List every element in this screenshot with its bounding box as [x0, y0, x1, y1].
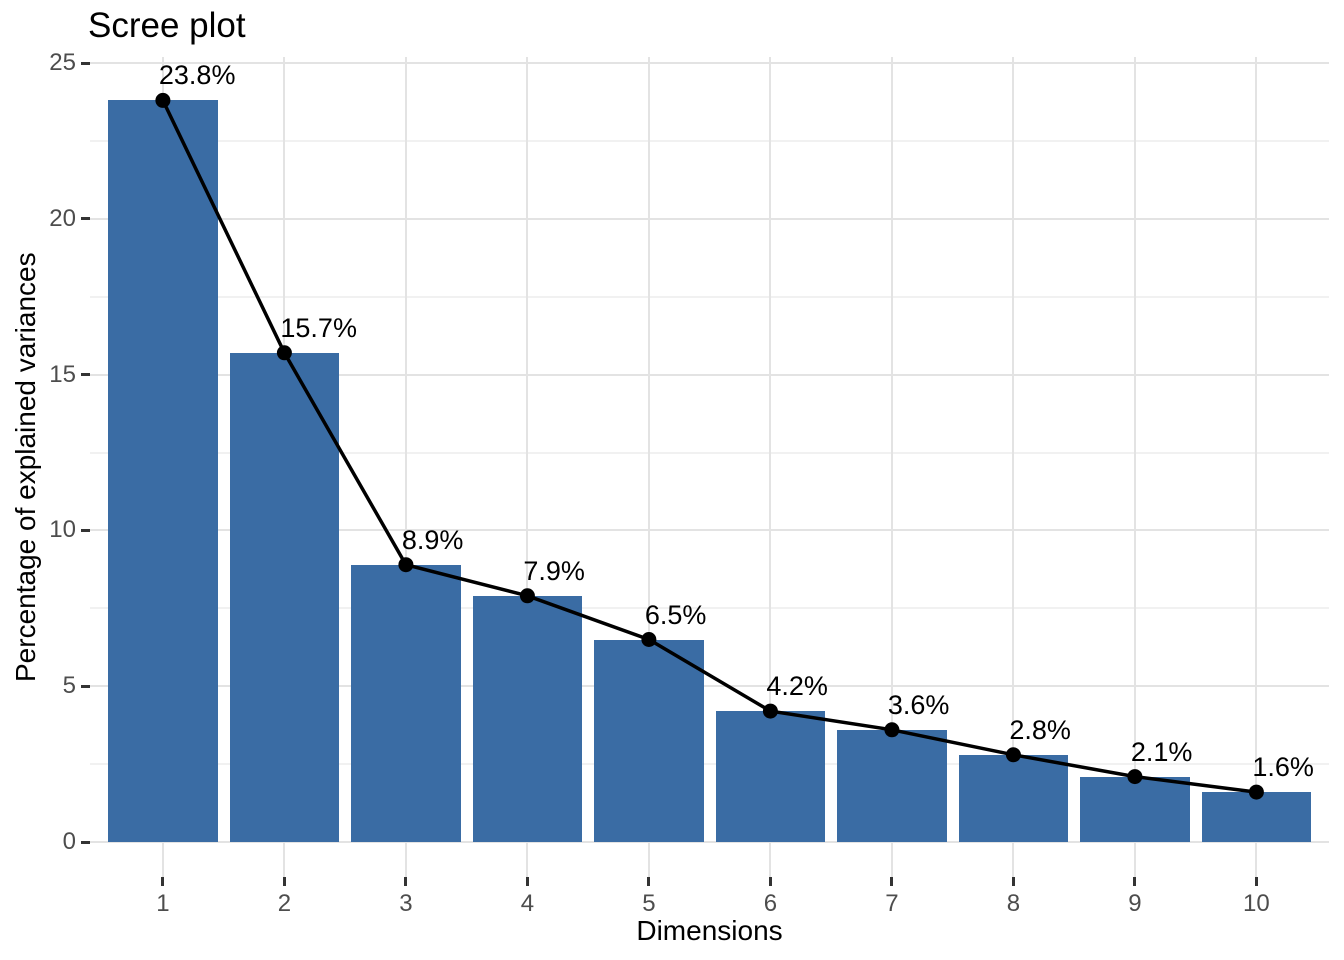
y-tick-label: 20: [49, 204, 76, 232]
gridline-major-vertical: [647, 57, 650, 877]
data-label-dimension-6: 4.2%: [766, 671, 828, 702]
variance-point-9: [1127, 769, 1143, 785]
variance-point-5: [641, 632, 657, 647]
gridline-major-horizontal: [90, 685, 1329, 688]
bar-dimension-5: [594, 639, 704, 842]
bar-dimension-1: [108, 100, 218, 842]
gridline-minor-horizontal: [90, 451, 1329, 454]
data-label-dimension-7: 3.6%: [887, 689, 950, 720]
gridline-minor-horizontal: [90, 295, 1329, 298]
x-tick-mark: [768, 877, 772, 886]
x-tick-label: 4: [520, 890, 535, 917]
bar-dimension-10: [1201, 792, 1312, 842]
variance-point-4: [519, 588, 535, 604]
y-tick-mark: [81, 528, 90, 532]
y-tick-label: 5: [62, 672, 76, 700]
variance-point-8: [1005, 747, 1021, 763]
x-tick-label: 6: [763, 890, 778, 917]
variance-point-3: [398, 557, 414, 573]
bar-dimension-2: [229, 352, 340, 842]
gridline-major-vertical: [1133, 57, 1136, 877]
gridline-major-horizontal: [90, 62, 1329, 64]
variance-point-6: [762, 703, 778, 719]
y-tick-label: 15: [49, 360, 76, 388]
y-tick-label: 10: [49, 516, 76, 544]
y-tick-label: 25: [49, 49, 76, 76]
x-tick-label: 5: [642, 890, 656, 917]
gridline-major-vertical: [890, 57, 893, 877]
x-tick-mark: [161, 877, 165, 886]
x-tick-label: 8: [1006, 890, 1021, 917]
gridline-major-horizontal: [90, 217, 1329, 220]
x-tick-label: 9: [1128, 890, 1142, 917]
x-tick-label: 7: [885, 890, 899, 917]
y-tick-mark: [81, 840, 90, 844]
x-tick-mark: [404, 877, 408, 886]
bar-dimension-7: [837, 729, 947, 842]
bar-dimension-9: [1080, 776, 1190, 842]
bar-dimension-6: [715, 711, 826, 842]
gridline-minor-horizontal: [90, 763, 1329, 766]
data-label-dimension-10: 1.6%: [1252, 752, 1314, 783]
x-tick-mark: [1133, 877, 1137, 886]
x-tick-label: 3: [399, 890, 413, 917]
x-tick-mark: [1254, 877, 1258, 886]
x-tick-label: 10: [1243, 890, 1270, 917]
gridline-major-horizontal: [90, 841, 1329, 843]
gridline-major-vertical: [1255, 57, 1258, 877]
x-tick-mark: [647, 877, 651, 886]
data-label-dimension-9: 2.1%: [1130, 736, 1193, 767]
x-tick-mark: [890, 877, 894, 886]
grid-layer: [90, 57, 1329, 877]
gridline-major-vertical: [404, 57, 407, 877]
data-label-dimension-1: 23.8%: [158, 60, 236, 91]
data-label-dimension-4: 7.9%: [523, 555, 585, 586]
y-tick-label: 0: [62, 828, 76, 855]
bar-dimension-8: [958, 754, 1069, 842]
variance-point-1: [155, 92, 171, 108]
gridline-major-vertical: [769, 57, 772, 877]
x-axis-title: Dimensions: [636, 915, 783, 946]
y-tick-mark: [81, 217, 90, 221]
gridline-minor-horizontal: [90, 139, 1329, 142]
bars-layer: [90, 57, 1329, 877]
variance-point-7: [884, 722, 900, 738]
data-label-dimension-2: 15.7%: [280, 312, 357, 343]
y-tick-mark: [81, 684, 90, 688]
point-labels-layer: 23.8% 15.7% 8.9% 7.9% 6.5% 4.2% 3.6% 2.8% 2.1% 1.…: [90, 57, 1329, 877]
gridline-major-vertical: [1012, 57, 1015, 877]
bar-dimension-3: [351, 564, 461, 842]
plot-panel: 23.8% 15.7% 8.9% 7.9% 6.5% 4.2% 3.6% 2.8% 2.1% 1.…: [90, 57, 1329, 877]
gridline-minor-horizontal: [90, 607, 1329, 610]
data-label-dimension-5: 6.5%: [644, 599, 707, 630]
data-label-dimension-8: 2.8%: [1009, 714, 1071, 745]
gridline-major-vertical: [526, 57, 529, 877]
y-tick-mark: [81, 373, 90, 377]
y-tick-mark: [81, 61, 90, 65]
x-tick-label: 1: [156, 890, 170, 917]
gridline-major-horizontal: [90, 373, 1329, 376]
x-tick-mark: [282, 877, 286, 886]
variance-point-10: [1248, 784, 1264, 800]
x-tick-mark: [525, 877, 529, 886]
data-label-dimension-3: 8.9%: [401, 524, 464, 555]
y-axis-title: Percentage of explained variances: [10, 252, 41, 682]
chart-title: Scree plot: [88, 6, 246, 45]
gridline-major-horizontal: [90, 529, 1329, 532]
bar-dimension-4: [472, 595, 583, 842]
x-tick-mark: [1011, 877, 1015, 886]
variance-line: [161, 99, 1257, 794]
x-tick-label: 2: [277, 890, 292, 917]
line-layer: [155, 92, 1264, 800]
variance-point-2: [276, 345, 292, 361]
